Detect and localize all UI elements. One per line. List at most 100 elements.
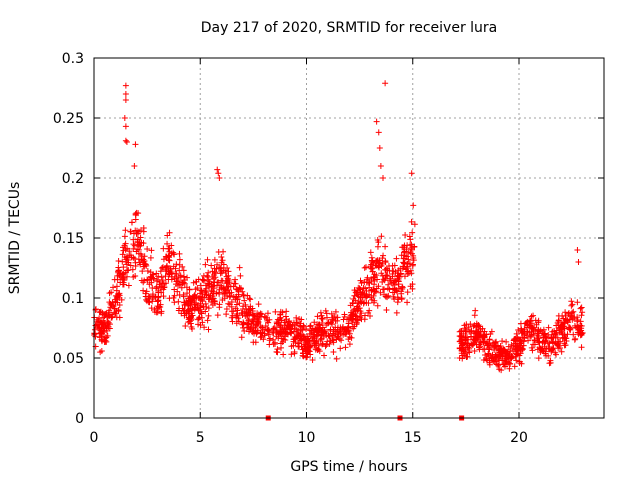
data-point — [243, 310, 250, 317]
data-point — [122, 91, 129, 97]
data-point — [128, 219, 135, 226]
data-point — [249, 311, 256, 318]
data-point — [390, 279, 397, 286]
data-point — [498, 367, 505, 374]
data-point — [356, 300, 363, 307]
data-point — [490, 340, 497, 347]
x-tick-label: 15 — [404, 430, 422, 446]
data-point — [238, 334, 245, 341]
data-point — [364, 274, 371, 281]
data-point — [516, 344, 523, 351]
data-point — [503, 338, 510, 345]
data-point — [293, 319, 300, 326]
data-point — [277, 324, 284, 331]
data-point — [409, 229, 416, 236]
data-point — [181, 273, 188, 280]
data-point — [558, 323, 565, 330]
x-tick-label: 0 — [90, 430, 99, 446]
data-point — [160, 245, 167, 252]
data-point — [535, 330, 542, 337]
data-point — [319, 341, 326, 348]
data-point — [106, 299, 113, 306]
data-point — [549, 345, 556, 352]
data-point — [498, 351, 505, 358]
data-point — [332, 308, 339, 315]
data-point — [382, 293, 389, 300]
data-point — [222, 269, 229, 276]
data-point — [482, 352, 489, 359]
data-point — [569, 316, 576, 323]
data-point — [561, 342, 568, 349]
data-point — [410, 202, 417, 209]
data-point — [396, 274, 403, 281]
data-point — [342, 344, 349, 351]
data-point — [162, 273, 169, 280]
data-point — [531, 331, 538, 338]
data-point — [114, 292, 121, 299]
data-point — [341, 311, 348, 318]
data-point — [123, 139, 130, 145]
data-point — [472, 307, 479, 314]
data-point — [361, 264, 368, 271]
data-point — [125, 282, 132, 289]
data-point — [278, 317, 285, 324]
data-point — [511, 363, 518, 370]
data-point — [459, 345, 466, 352]
x-tick-label: 5 — [196, 430, 205, 446]
data-point — [317, 309, 324, 316]
data-point — [564, 319, 571, 326]
data-point — [240, 292, 247, 299]
data-point — [301, 343, 308, 350]
data-point — [337, 345, 344, 352]
data-point — [143, 298, 150, 305]
data-point — [121, 242, 128, 249]
data-point — [382, 243, 389, 250]
plot-frame — [93, 57, 605, 419]
data-point — [409, 281, 416, 288]
data-point — [166, 257, 173, 264]
data-point — [237, 272, 244, 279]
data-point — [244, 321, 251, 328]
data-point — [218, 253, 225, 260]
data-point — [230, 294, 237, 301]
data-point — [91, 326, 98, 333]
y-tick-label: 0.1 — [62, 291, 84, 307]
data-point — [104, 332, 111, 339]
data-point — [491, 343, 498, 350]
data-point — [489, 351, 496, 358]
data-points — [91, 80, 586, 374]
data-point — [283, 330, 290, 337]
data-point — [406, 260, 413, 267]
data-point — [399, 283, 406, 290]
data-point — [296, 316, 303, 323]
data-point — [126, 252, 133, 259]
data-point — [517, 337, 524, 344]
data-point — [263, 314, 270, 321]
data-point — [123, 261, 130, 268]
data-point — [376, 145, 383, 151]
data-point — [527, 322, 534, 329]
data-point — [565, 309, 572, 316]
data-point — [549, 338, 556, 345]
data-point — [181, 280, 188, 287]
data-point — [267, 335, 274, 342]
data-point — [108, 302, 115, 309]
data-point — [535, 339, 542, 346]
data-point — [113, 283, 120, 290]
data-point — [499, 338, 506, 345]
data-point — [167, 265, 174, 272]
data-point — [365, 309, 372, 316]
data-point — [574, 317, 581, 324]
data-point — [280, 351, 287, 358]
data-point — [158, 265, 165, 272]
data-point — [399, 244, 406, 251]
data-point — [407, 242, 414, 249]
data-point — [163, 253, 170, 260]
data-point — [571, 322, 578, 329]
data-point — [299, 327, 306, 334]
data-point — [262, 322, 269, 329]
data-point — [340, 316, 347, 323]
data-point — [122, 82, 129, 89]
data-point — [365, 279, 372, 286]
